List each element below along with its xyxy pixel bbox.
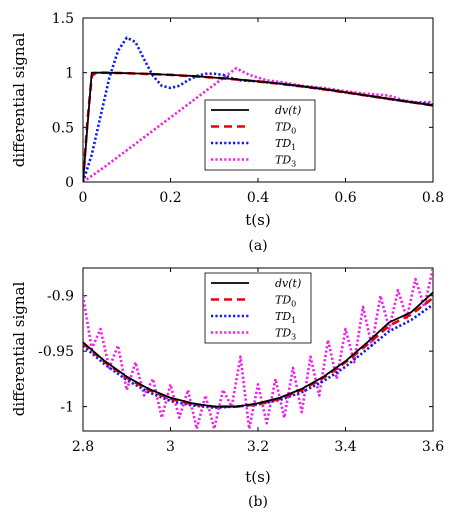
legend-label: TD3	[275, 327, 296, 342]
panel-b: 2.8 3 3.2 3.4 3.6-1-0.95-0.9 dv(t)TD0TD1TD3 …	[10, 267, 444, 510]
plot-a-ticks: 0 0.2 0.4 0.6 0.8 0 0.5 1 1.5	[52, 11, 444, 206]
plot-a-ylabel: differential signal	[10, 33, 28, 168]
plot-b-caption: (b)	[248, 494, 268, 510]
legend-label: dv(t)	[275, 104, 301, 117]
legend-box	[204, 272, 312, 344]
legend-label: TD3	[275, 154, 296, 169]
plot-b-xlabel: t(s)	[245, 468, 270, 486]
x-tick-label: 3.2	[247, 439, 269, 455]
x-tick-label: 0.6	[334, 190, 356, 206]
x-tick-label: 0.8	[422, 190, 444, 206]
x-tick-label: 3.6	[422, 439, 444, 455]
legend-label: TD0	[275, 121, 296, 136]
x-tick-label: 0.2	[159, 190, 181, 206]
series-line-td1	[83, 36, 433, 182]
series-line-td1	[83, 303, 433, 410]
y-tick-label: -1	[60, 400, 74, 416]
plot-b-ticks: 2.8 3 3.2 3.4 3.6 -1 -0.95 -0.9	[38, 268, 444, 455]
plot-b-ylabel: differential signal	[10, 282, 28, 417]
x-tick-label: 3.4	[334, 439, 356, 455]
legend-box	[204, 99, 316, 171]
plot-b-series	[83, 268, 433, 431]
plot-a-xlabel: t(s)	[245, 211, 270, 229]
x-tick-label: 0.4	[247, 190, 269, 206]
legend-label: TD1	[275, 137, 296, 152]
series-line-dvt	[83, 291, 433, 408]
series-line-td3	[83, 66, 433, 182]
x-tick-label: 3	[166, 439, 175, 455]
series-line-td0	[83, 296, 433, 408]
y-tick-label: 0.5	[52, 120, 74, 136]
y-tick-label: 1	[65, 66, 74, 82]
y-tick-label: -0.9	[47, 289, 74, 305]
series-line-td3	[83, 268, 433, 431]
legend-label: TD0	[275, 294, 296, 309]
plot-a-caption: (a)	[248, 238, 267, 254]
y-tick-label: 0	[65, 175, 74, 191]
x-tick-label: 0	[79, 190, 88, 206]
legend-label: TD1	[275, 310, 296, 325]
x-tick-label: 2.8	[72, 439, 94, 455]
plot-a-series	[83, 36, 433, 182]
y-tick-label: -0.95	[38, 344, 74, 360]
y-tick-label: 1.5	[52, 11, 74, 27]
series-line-dvt	[83, 71, 433, 182]
legend-label: dv(t)	[275, 277, 301, 290]
